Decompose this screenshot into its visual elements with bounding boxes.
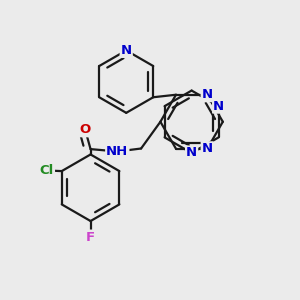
Text: N: N <box>121 44 132 57</box>
Text: N: N <box>202 142 213 155</box>
Text: O: O <box>80 123 91 136</box>
Text: Cl: Cl <box>40 164 54 177</box>
Text: N: N <box>213 100 224 113</box>
Text: N: N <box>202 88 213 101</box>
Text: N: N <box>186 146 197 160</box>
Text: F: F <box>86 231 95 244</box>
Text: NH: NH <box>106 145 128 158</box>
